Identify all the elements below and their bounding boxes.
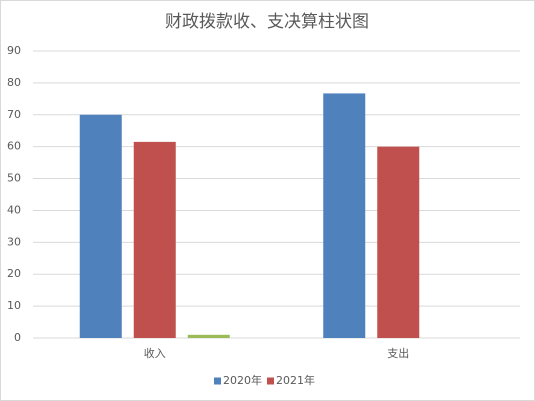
bar — [323, 93, 366, 338]
y-tick-label: 50 — [7, 172, 21, 185]
y-tick-label: 30 — [7, 235, 21, 248]
legend-swatch — [267, 377, 274, 385]
legend-swatch — [214, 377, 221, 385]
legend-label: 2021年 — [276, 373, 315, 387]
x-tick-label: 支出 — [387, 346, 409, 360]
y-tick-label: 80 — [7, 76, 21, 89]
y-tick-label: 10 — [7, 299, 21, 312]
y-tick-label: 40 — [7, 203, 21, 216]
y-tick-label: 90 — [7, 44, 21, 57]
bar — [133, 141, 176, 338]
bar — [187, 334, 230, 338]
bar — [377, 146, 420, 338]
y-tick-label: 60 — [7, 140, 21, 153]
y-tick-label: 20 — [7, 267, 21, 280]
legend-label: 2020年 — [223, 373, 262, 387]
y-tick-label: 70 — [7, 108, 21, 121]
bar — [79, 114, 122, 339]
chart-title: 财政拨款收、支决算柱状图 — [165, 12, 369, 32]
x-tick-label: 收入 — [144, 346, 166, 360]
y-tick-label: 0 — [14, 331, 21, 344]
